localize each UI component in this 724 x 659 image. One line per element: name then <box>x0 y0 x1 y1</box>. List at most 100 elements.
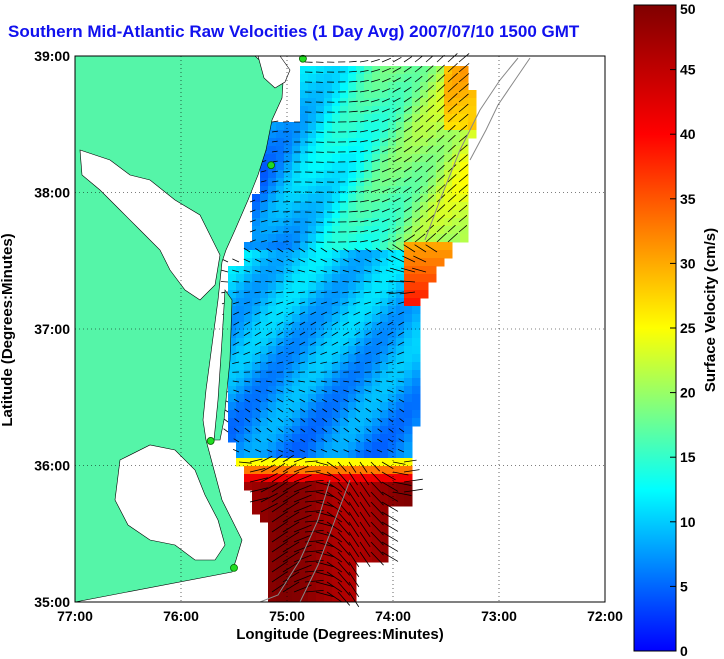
velocity-cell <box>268 306 277 315</box>
velocity-cell <box>332 546 341 555</box>
velocity-vector <box>337 491 351 506</box>
velocity-cell <box>324 258 333 267</box>
velocity-vector <box>425 204 435 213</box>
velocity-vector <box>271 541 288 553</box>
velocity-vector <box>381 177 391 183</box>
velocity-cell <box>348 74 357 83</box>
velocity-cell <box>380 106 389 115</box>
velocity-cell <box>356 418 365 427</box>
velocity-vector <box>254 331 262 337</box>
velocity-vector <box>287 361 295 364</box>
velocity-cell <box>268 202 277 211</box>
velocity-cell <box>396 226 405 235</box>
velocity-cell <box>236 402 245 411</box>
velocity-cell <box>364 346 373 355</box>
velocity-vector <box>315 461 329 466</box>
velocity-vector <box>370 531 384 546</box>
station-marker <box>206 437 215 445</box>
velocity-vector <box>286 269 295 273</box>
velocity-vector <box>254 361 262 364</box>
velocity-cell <box>404 450 413 459</box>
velocity-cell <box>396 218 405 227</box>
velocity-cell <box>420 146 429 155</box>
velocity-cell <box>308 130 317 139</box>
velocity-cell <box>380 122 389 131</box>
velocity-cell <box>380 306 389 315</box>
velocity-cell <box>268 450 277 459</box>
velocity-vector <box>299 321 306 326</box>
velocity-cell <box>300 82 309 91</box>
velocity-cell <box>276 170 285 179</box>
velocity-cell <box>436 186 445 195</box>
velocity-cell <box>348 250 357 259</box>
velocity-vector <box>304 489 324 493</box>
velocity-cell <box>252 378 261 387</box>
velocity-vector <box>348 471 358 486</box>
velocity-cell <box>316 482 325 491</box>
velocity-vector <box>436 64 445 73</box>
velocity-vector <box>370 109 380 113</box>
velocity-cell <box>292 282 301 291</box>
velocity-vector <box>354 407 361 413</box>
velocity-cell <box>412 418 421 427</box>
velocity-vector <box>243 269 251 273</box>
velocity-vector <box>304 519 324 523</box>
velocity-cell <box>412 306 421 315</box>
velocity-vector <box>293 465 309 473</box>
velocity-cell <box>356 450 365 459</box>
velocity-vector <box>375 361 383 364</box>
velocity-cell <box>444 106 453 115</box>
velocity-vector <box>391 255 405 263</box>
velocity-cell <box>324 474 333 483</box>
velocity-cell <box>324 82 333 91</box>
velocity-vector <box>310 398 317 403</box>
velocity-cell <box>452 82 461 91</box>
velocity-cell <box>412 186 421 195</box>
velocity-cell <box>420 106 429 115</box>
velocity-cell <box>404 314 413 323</box>
velocity-cell <box>308 194 317 203</box>
velocity-cell <box>388 266 397 275</box>
velocity-cell <box>244 250 253 259</box>
velocity-cell <box>404 418 413 427</box>
velocity-cell <box>332 226 341 235</box>
velocity-vector <box>376 311 383 316</box>
velocity-cell <box>340 562 349 571</box>
velocity-vector <box>309 247 317 253</box>
colorbar-tick-label: 45 <box>680 62 696 78</box>
velocity-vector <box>458 83 470 93</box>
velocity-vector <box>320 331 328 336</box>
velocity-cell <box>348 162 357 171</box>
velocity-vector <box>370 199 380 203</box>
velocity-cell <box>300 450 309 459</box>
velocity-vector <box>376 408 383 413</box>
velocity-cell <box>300 538 309 547</box>
velocity-vector <box>271 240 278 243</box>
velocity-cell <box>364 442 373 451</box>
velocity-cell <box>396 98 405 107</box>
velocity-cell <box>356 330 365 339</box>
velocity-cell <box>308 442 317 451</box>
velocity-cell <box>260 194 269 203</box>
velocity-cell <box>276 418 285 427</box>
velocity-cell <box>412 258 421 267</box>
velocity-cell <box>228 386 237 395</box>
velocity-cell <box>420 194 429 203</box>
velocity-vector <box>276 389 284 393</box>
velocity-vector <box>376 449 383 453</box>
velocity-vector <box>398 301 405 305</box>
velocity-vector <box>260 170 267 173</box>
velocity-vector <box>310 438 317 443</box>
velocity-vector <box>403 216 413 223</box>
velocity-vector <box>403 66 412 73</box>
velocity-cell <box>436 90 445 99</box>
velocity-cell <box>356 162 365 171</box>
velocity-cell <box>364 170 373 179</box>
velocity-cell <box>292 330 301 339</box>
velocity-cell <box>268 418 277 427</box>
velocity-vector <box>249 199 256 203</box>
velocity-cell <box>284 466 293 475</box>
velocity-cell <box>332 186 341 195</box>
velocity-cell <box>452 146 461 155</box>
velocity-vector <box>386 380 394 383</box>
